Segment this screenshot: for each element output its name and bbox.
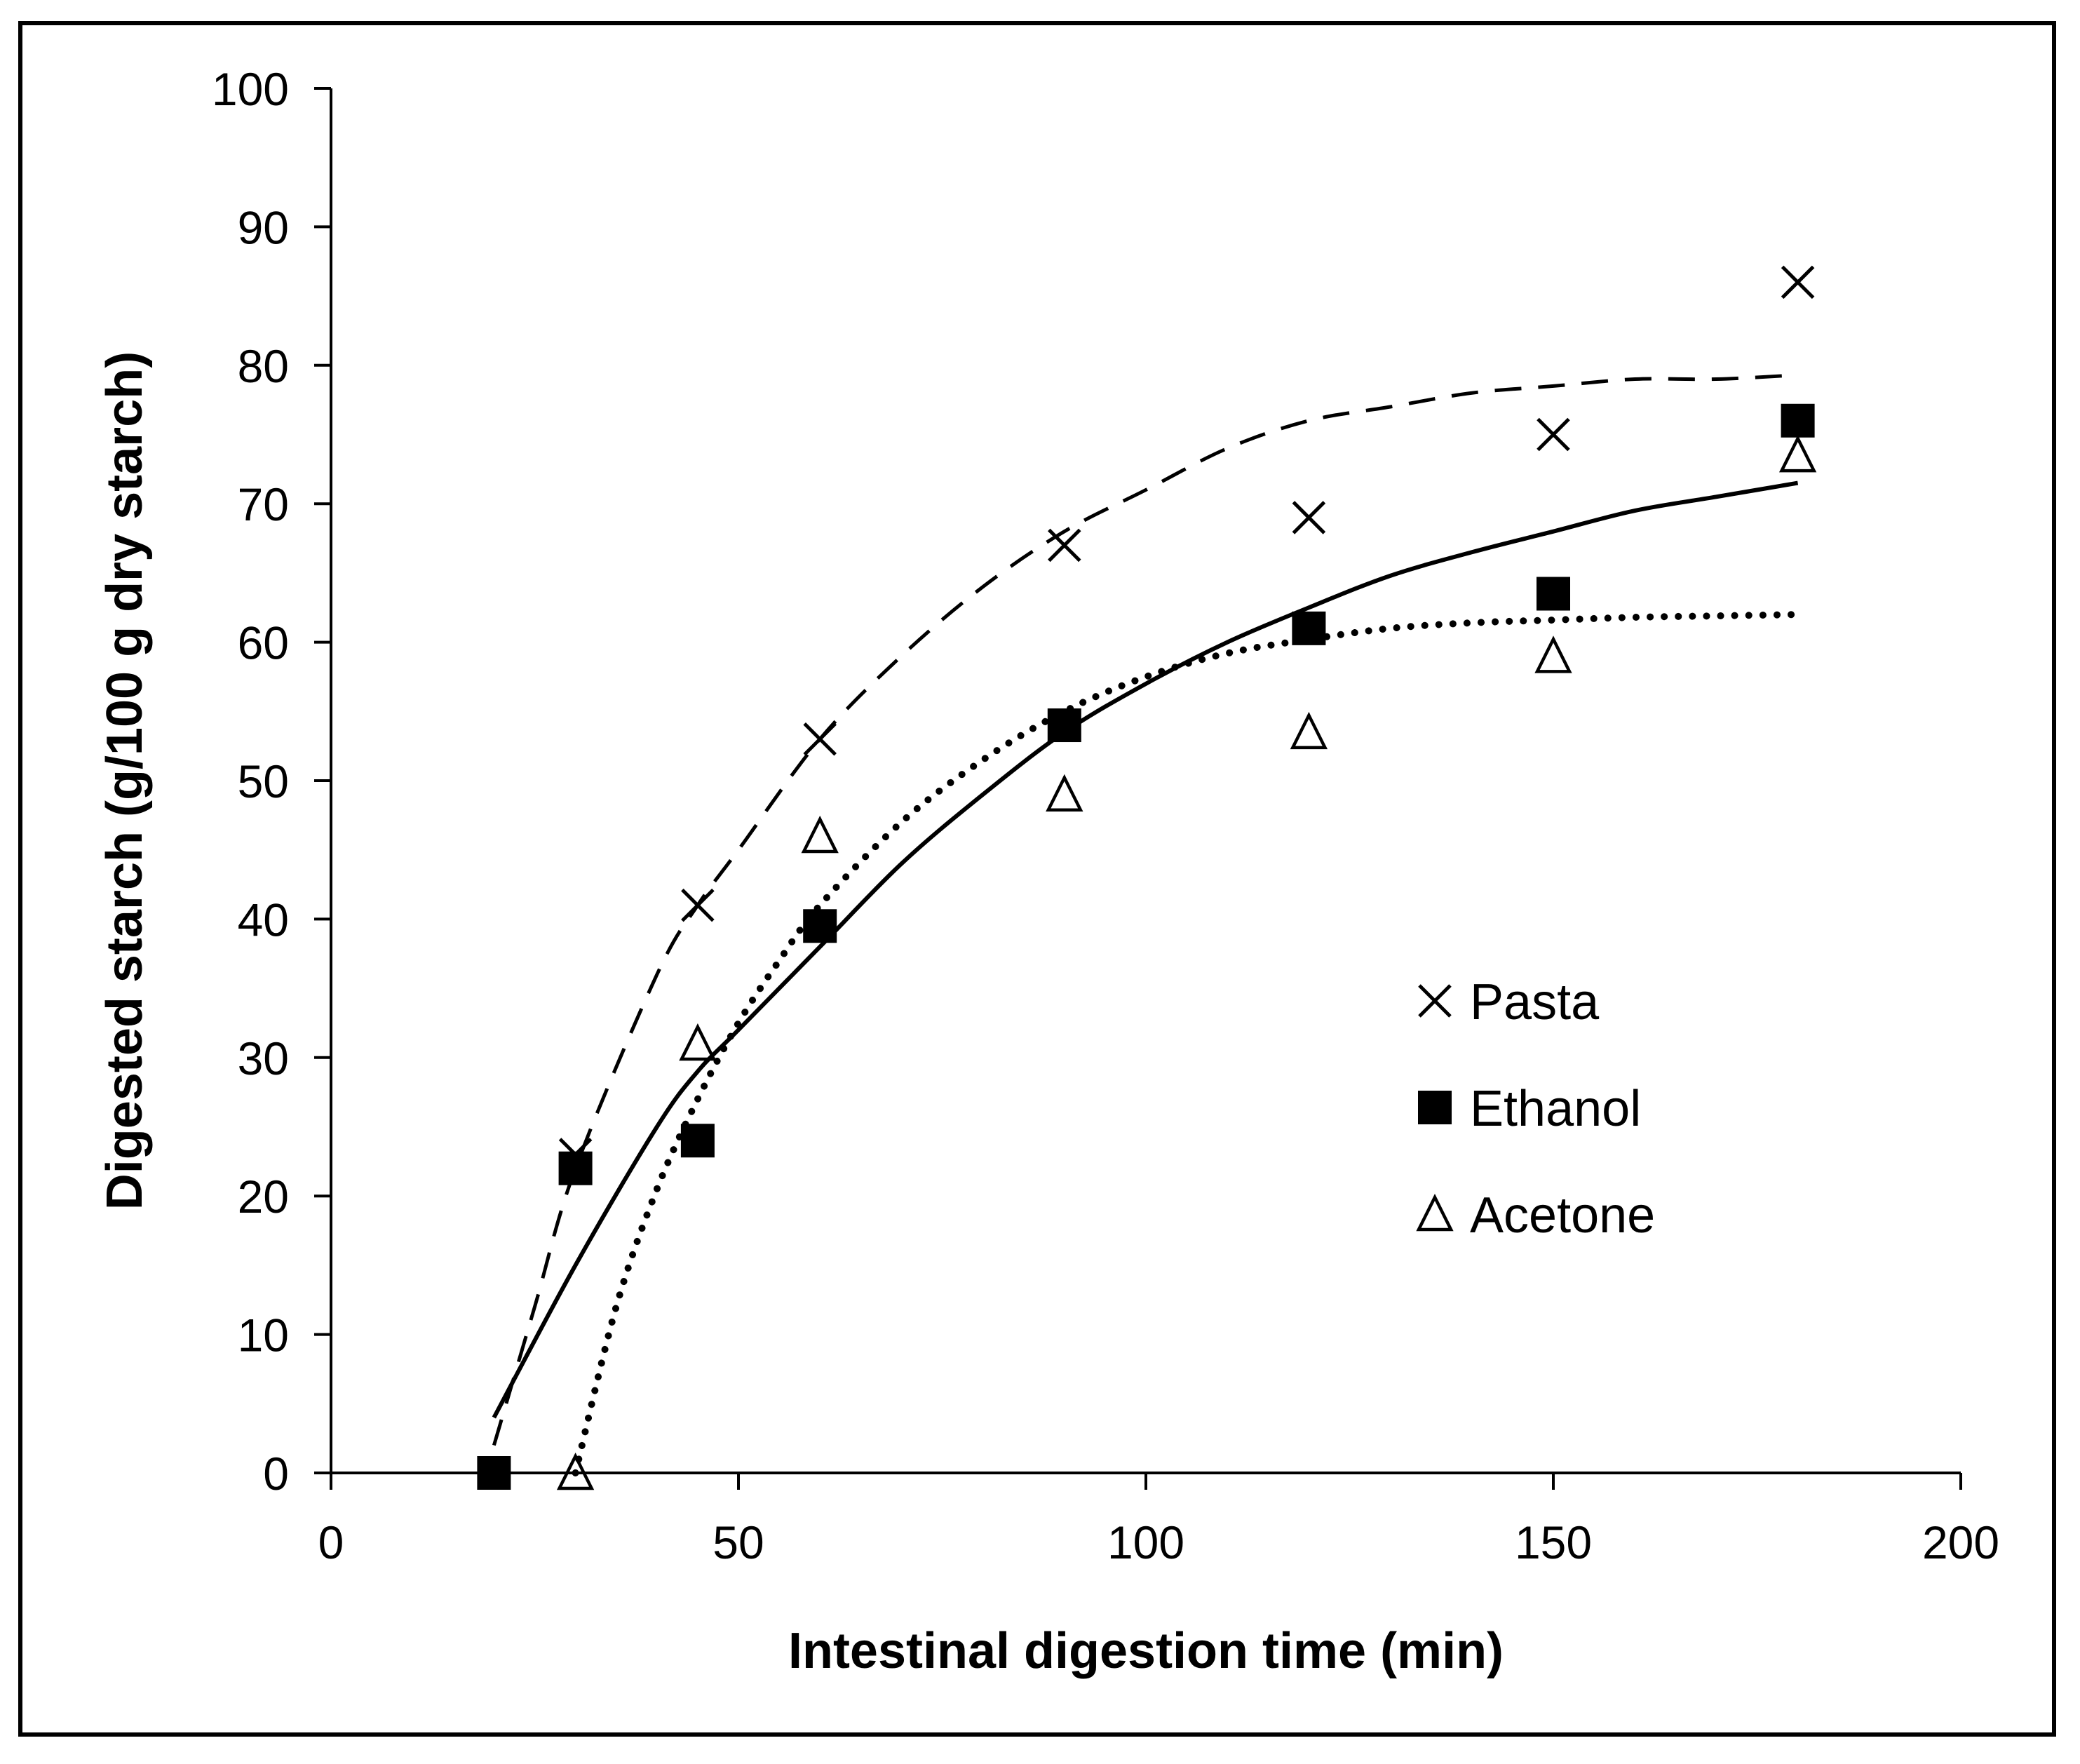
x-stroke xyxy=(1292,501,1326,534)
x-stroke xyxy=(681,888,715,922)
y-tick-label: 0 xyxy=(263,1448,289,1500)
point-pasta xyxy=(803,722,837,756)
axes xyxy=(314,88,1961,1474)
y-tick-label: 50 xyxy=(238,755,289,807)
point-acetone xyxy=(1778,435,1817,473)
x-tick-label: 200 xyxy=(1922,1516,1999,1568)
legend-label-pasta: Pasta xyxy=(1470,974,1600,1030)
x-tick-label: 150 xyxy=(1515,1516,1592,1568)
y-tick-label: 60 xyxy=(238,617,289,669)
legend-marker-acetone xyxy=(1416,1193,1454,1232)
point-pasta xyxy=(1781,265,1815,299)
point-acetone xyxy=(1534,635,1572,673)
legend: Pasta Ethanol Acetone xyxy=(1416,974,1655,1244)
y-tick-label: 80 xyxy=(238,340,289,392)
y-tick-label: 10 xyxy=(238,1309,289,1361)
point-ethanol xyxy=(680,1124,715,1158)
fit-line-acetone xyxy=(572,611,1802,1476)
x-stroke xyxy=(1048,528,1081,563)
y-tick-label: 20 xyxy=(238,1171,289,1223)
y-tick-label: 70 xyxy=(238,478,289,530)
point-acetone xyxy=(556,1452,595,1490)
legend-marker-ethanol xyxy=(1418,1091,1452,1124)
point-ethanol xyxy=(1292,611,1326,645)
point-ethanol xyxy=(477,1456,511,1490)
legend-marker-pasta xyxy=(1418,984,1452,1018)
data-points xyxy=(477,265,1817,1490)
point-ethanol xyxy=(1781,403,1815,438)
point-pasta xyxy=(1048,528,1081,563)
x-stroke xyxy=(803,722,837,756)
point-acetone xyxy=(801,815,839,854)
fit-line-ethanol xyxy=(492,480,1799,1419)
x-stroke xyxy=(1781,265,1815,299)
y-tick-label: 90 xyxy=(238,201,289,253)
x-tick-label: 0 xyxy=(318,1516,344,1568)
point-pasta xyxy=(681,888,715,922)
legend-label-acetone: Acetone xyxy=(1470,1187,1655,1244)
ticks: 0 10 20 30 40 50 60 70 80 90 100 0 50 100 150 200 xyxy=(212,63,1999,1568)
y-axis-title: Digested starch (g/100 g dry starch) xyxy=(97,351,153,1210)
y-tick-label: 30 xyxy=(238,1032,289,1084)
fit-line-pasta xyxy=(492,373,1798,1446)
point-ethanol xyxy=(558,1151,593,1185)
point-acetone xyxy=(1046,774,1083,812)
y-tick-label: 100 xyxy=(212,63,289,115)
fit-curves xyxy=(492,373,1802,1476)
legend-label-ethanol: Ethanol xyxy=(1470,1081,1641,1137)
point-ethanol xyxy=(1047,708,1081,743)
chart-frame xyxy=(18,21,2056,1737)
x-tick-label: 50 xyxy=(713,1516,764,1568)
point-ethanol xyxy=(1537,577,1570,611)
y-tick-label: 40 xyxy=(238,894,289,945)
point-acetone xyxy=(679,1023,717,1061)
x-axis-title: Intestinal digestion time (min) xyxy=(788,1623,1504,1679)
x-stroke xyxy=(1537,417,1570,452)
point-pasta xyxy=(1537,417,1570,452)
point-acetone xyxy=(1290,711,1328,750)
point-ethanol xyxy=(803,909,837,943)
x-tick-label: 100 xyxy=(1107,1516,1184,1568)
point-pasta xyxy=(1292,501,1326,534)
x-stroke xyxy=(1418,984,1452,1018)
